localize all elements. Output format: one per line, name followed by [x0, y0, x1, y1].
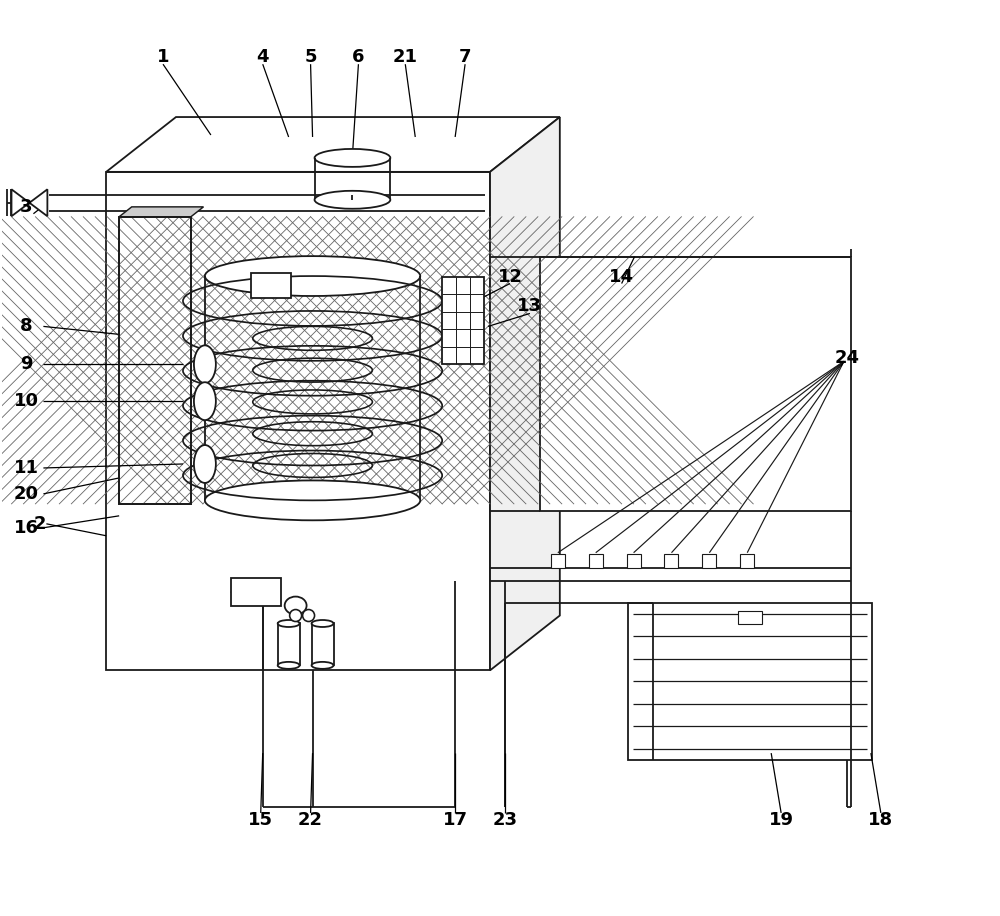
- Ellipse shape: [303, 609, 315, 621]
- Polygon shape: [29, 190, 47, 216]
- Ellipse shape: [315, 191, 390, 209]
- Polygon shape: [11, 190, 29, 216]
- Text: 9: 9: [20, 355, 33, 374]
- Text: 10: 10: [14, 392, 39, 410]
- Text: 3: 3: [20, 198, 33, 216]
- Ellipse shape: [205, 256, 420, 296]
- Bar: [119, 217, 191, 504]
- Text: 23: 23: [492, 811, 517, 829]
- Text: 16: 16: [14, 518, 39, 537]
- Bar: [628, 603, 872, 760]
- Text: 5: 5: [304, 49, 317, 66]
- Bar: [231, 578, 281, 605]
- Text: 21: 21: [393, 49, 418, 66]
- Bar: [119, 217, 191, 504]
- Polygon shape: [490, 117, 560, 671]
- Bar: [106, 172, 490, 671]
- Bar: [664, 553, 678, 568]
- Text: 4: 4: [256, 49, 269, 66]
- Text: 18: 18: [868, 811, 893, 829]
- Text: 20: 20: [14, 485, 39, 503]
- Ellipse shape: [194, 345, 216, 383]
- Text: 12: 12: [497, 267, 522, 286]
- Text: 13: 13: [517, 298, 542, 315]
- Text: 19: 19: [769, 811, 794, 829]
- Text: 11: 11: [14, 459, 39, 477]
- Ellipse shape: [315, 149, 390, 167]
- Polygon shape: [119, 207, 204, 217]
- Bar: [551, 553, 565, 568]
- Ellipse shape: [290, 609, 302, 621]
- Bar: [119, 217, 191, 504]
- Text: 22: 22: [298, 811, 323, 829]
- Bar: [589, 553, 603, 568]
- Ellipse shape: [278, 662, 300, 669]
- Bar: [278, 624, 300, 665]
- Ellipse shape: [285, 596, 307, 615]
- Ellipse shape: [312, 620, 334, 627]
- Bar: [740, 553, 754, 568]
- Text: 7: 7: [459, 49, 471, 66]
- Text: 17: 17: [443, 811, 468, 829]
- Bar: [627, 553, 641, 568]
- Bar: [540, 256, 851, 511]
- Text: 1: 1: [157, 49, 169, 66]
- Text: 15: 15: [248, 811, 273, 829]
- Bar: [442, 277, 484, 365]
- Ellipse shape: [205, 480, 420, 520]
- Text: 14: 14: [609, 267, 634, 286]
- Text: 24: 24: [834, 349, 859, 367]
- Text: 6: 6: [352, 49, 365, 66]
- Ellipse shape: [194, 382, 216, 420]
- Ellipse shape: [312, 662, 334, 669]
- Bar: [738, 611, 762, 625]
- Text: 2: 2: [33, 515, 46, 533]
- Ellipse shape: [194, 445, 216, 483]
- Ellipse shape: [278, 620, 300, 627]
- Bar: [312, 624, 334, 665]
- Bar: [251, 273, 291, 299]
- Polygon shape: [106, 117, 560, 172]
- Bar: [702, 553, 716, 568]
- Text: 8: 8: [20, 318, 33, 335]
